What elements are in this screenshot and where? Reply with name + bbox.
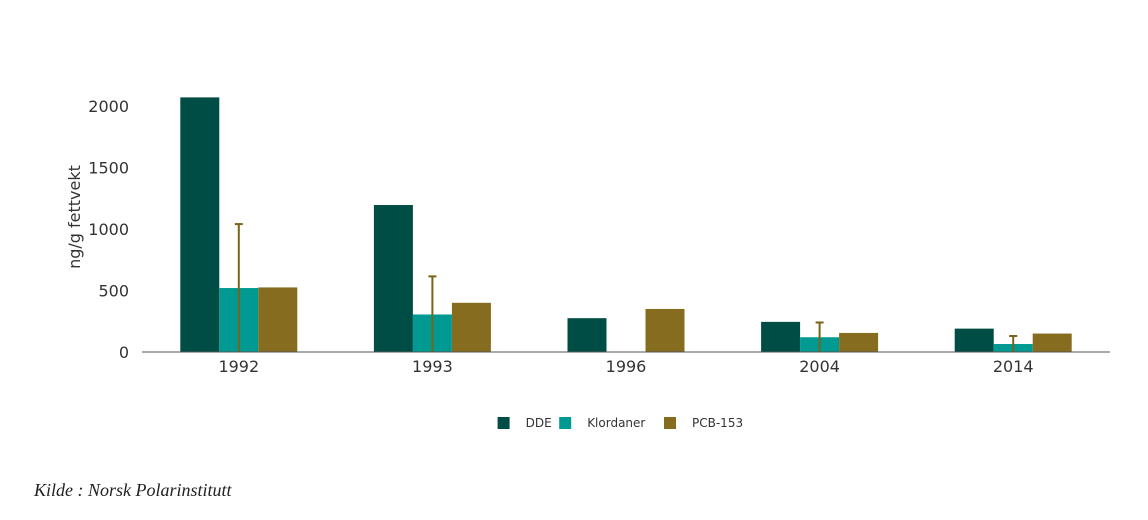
chart: 0 500 1000 1500 2000 1992 1993 1996 2004 2014 ng…: [65, 97, 1110, 430]
x-tick-label-1992: 1992: [218, 357, 259, 376]
y-tick-label-2000: 2000: [88, 97, 129, 116]
y-axis-title: ng/g fettvekt: [65, 165, 84, 269]
legend-label-pcb-153: PCB-153: [692, 416, 743, 430]
legend-swatch-klordaner: [559, 417, 572, 429]
bar-pcb-153-1992: [258, 287, 298, 352]
bar-pcb-153-2014: [1032, 333, 1072, 352]
legend-swatch-pcb-153: [664, 417, 676, 429]
error-bars-group: [234, 223, 1018, 352]
source-caption: Kilde : Norsk Polarinstitutt: [34, 480, 232, 500]
bar-dde-1992: [180, 97, 220, 352]
x-axis-ticks: 1992 1993 1996 2004 2014: [218, 357, 1033, 376]
bar-dde-2004: [761, 321, 801, 352]
legend-label-dde: DDE: [526, 416, 552, 430]
bar-dde-1996: [567, 318, 607, 352]
x-tick-label-2014: 2014: [993, 357, 1034, 376]
y-axis-ticks: 0 500 1000 1500 2000: [88, 97, 129, 362]
legend-label-klordaner: Klordaner: [587, 416, 645, 430]
x-tick-label-1996: 1996: [606, 357, 647, 376]
bar-pcb-153-2004: [839, 332, 879, 352]
bar-dde-1993: [373, 205, 413, 352]
legend: DDE Klordaner PCB-153: [497, 416, 743, 430]
bar-pcb-153-1993: [451, 302, 491, 352]
legend-swatch-dde: [497, 417, 510, 429]
y-tick-label-500: 500: [98, 282, 129, 301]
y-tick-label-0: 0: [119, 343, 129, 362]
x-tick-label-2004: 2004: [799, 357, 840, 376]
bar-pcb-153-1996: [645, 308, 685, 352]
x-tick-label-1993: 1993: [412, 357, 453, 376]
y-tick-label-1000: 1000: [88, 220, 129, 239]
y-tick-label-1500: 1500: [88, 159, 129, 178]
bars-group: [180, 97, 1072, 352]
bar-dde-2014: [954, 328, 994, 352]
